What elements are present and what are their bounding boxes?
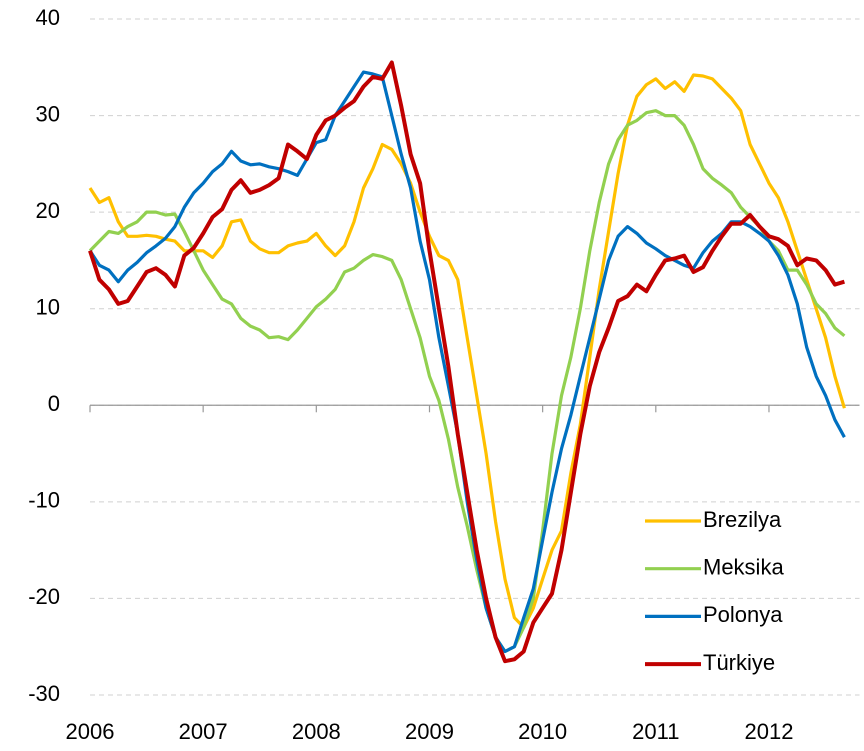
legend-label: Brezilya — [703, 507, 782, 532]
x-tick-label: 2006 — [66, 719, 115, 744]
y-tick-label: 40 — [36, 5, 60, 30]
y-tick-label: 20 — [36, 198, 60, 223]
series-line — [88, 60, 845, 664]
y-tick-label: -10 — [28, 488, 60, 513]
y-tick-label: -30 — [28, 681, 60, 706]
y-tick-label: 0 — [48, 391, 60, 416]
series-line — [88, 73, 846, 629]
legend-label: Polonya — [703, 602, 783, 627]
x-tick-label: 2011 — [632, 719, 679, 744]
y-tick-label: 10 — [36, 295, 60, 320]
y-tick-label: -20 — [28, 584, 60, 609]
y-tick-label: 30 — [36, 101, 60, 126]
legend-label: Meksika — [703, 555, 784, 580]
x-tick-label: 2007 — [179, 719, 228, 744]
legend-label: Türkiye — [703, 650, 775, 675]
x-tick-label: 2012 — [744, 719, 793, 744]
x-tick-label: 2008 — [292, 719, 341, 744]
x-tick-label: 2010 — [518, 719, 567, 744]
series-line — [88, 109, 846, 654]
x-tick-label: 2009 — [405, 719, 454, 744]
